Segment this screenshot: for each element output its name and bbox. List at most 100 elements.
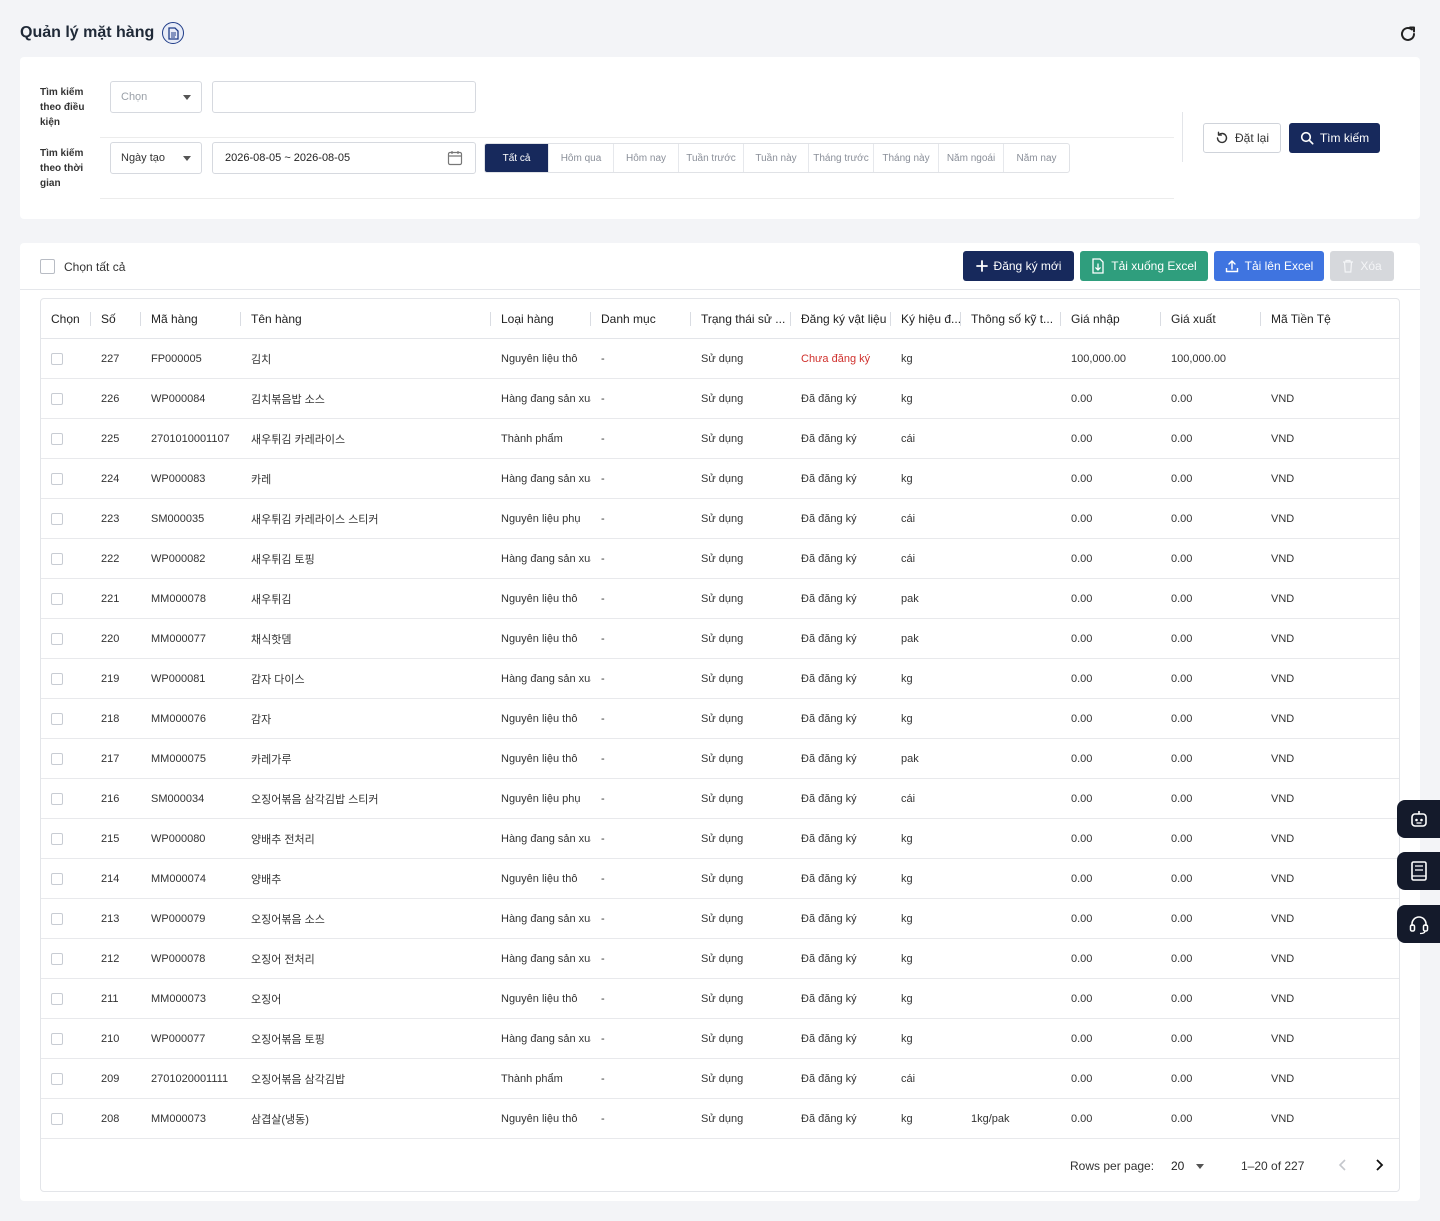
row-checkbox[interactable] xyxy=(51,673,63,685)
row-checkbox[interactable] xyxy=(51,953,63,965)
next-page-button[interactable] xyxy=(1369,1155,1389,1175)
col-currency-header[interactable]: Mã Tiền Tệ xyxy=(1261,299,1399,339)
column-separator[interactable] xyxy=(1160,312,1161,326)
col-usage-status-cell: Sử dụng xyxy=(701,513,744,525)
row-checkbox[interactable] xyxy=(51,713,63,725)
row-checkbox[interactable] xyxy=(51,433,63,445)
column-separator[interactable] xyxy=(590,312,591,326)
column-separator[interactable] xyxy=(1260,312,1261,326)
document-icon[interactable] xyxy=(162,22,185,44)
row-checkbox[interactable] xyxy=(51,513,63,525)
refresh-button[interactable] xyxy=(1398,24,1418,44)
row-checkbox[interactable] xyxy=(51,633,63,645)
column-separator[interactable] xyxy=(890,312,891,326)
table-row[interactable]: 221 MM000078 새우튀김 Nguyên liệu thô - Sử dụng Đã… xyxy=(41,579,1399,619)
table-row[interactable]: 209 2701020001111 오징어볶음 삼각김밥 Thành phẩm - Sử … xyxy=(41,1059,1399,1099)
period-last-week[interactable]: Tuần trước xyxy=(679,144,744,172)
col-currency-cell: VND xyxy=(1271,593,1295,605)
condition-select[interactable]: Chọn xyxy=(110,81,202,113)
col-spec-cell xyxy=(961,939,1061,979)
table-row[interactable]: 216 SM000034 오징어볶음 삼각김밥 스티커 Nguyên liệu phụ… xyxy=(41,779,1399,819)
col-no-header[interactable]: Số xyxy=(91,299,141,339)
col-item-code-header[interactable]: Mã hàng xyxy=(141,299,241,339)
column-separator[interactable] xyxy=(1060,312,1061,326)
table-row[interactable]: 217 MM000075 카레가루 Nguyên liệu thô - Sử dụng Đã… xyxy=(41,739,1399,779)
column-separator[interactable] xyxy=(690,312,691,326)
row-checkbox[interactable] xyxy=(51,473,63,485)
select-all[interactable]: Chọn tất cả xyxy=(40,259,125,274)
col-item-type-cell: Nguyên liệu phụ xyxy=(501,513,581,525)
table-row[interactable]: 215 WP000080 양배추 전처리 Hàng đang sản xuất - Sử … xyxy=(41,819,1399,859)
rows-per-page-select[interactable]: 20 xyxy=(1171,1159,1205,1173)
table-row[interactable]: 220 MM000077 채식핫뎀 Nguyên liệu thô - Sử dụng Đã… xyxy=(41,619,1399,659)
select-all-checkbox[interactable] xyxy=(40,259,55,274)
chatbot-button[interactable] xyxy=(1397,800,1440,838)
col-material-registration-header[interactable]: Đăng ký vật liệu xyxy=(791,299,891,339)
table-row[interactable]: 224 WP000083 카레 Hàng đang sản xuất - Sử dụng Đ… xyxy=(41,459,1399,499)
row-checkbox[interactable] xyxy=(51,1073,63,1085)
table-row[interactable]: 208 MM000073 삼겹살(냉동) Nguyên liệu thô - Sử dụn… xyxy=(41,1099,1399,1139)
col-sale-price-header[interactable]: Giá xuất xyxy=(1161,299,1261,339)
reset-button[interactable]: Đặt lại xyxy=(1203,123,1281,153)
table-row[interactable]: 214 MM000074 양배추 Nguyên liệu thô - Sử dụng Đã … xyxy=(41,859,1399,899)
table-row[interactable]: 226 WP000084 김치볶음밥 소스 Hàng đang sản xuất - Sử… xyxy=(41,379,1399,419)
row-checkbox[interactable] xyxy=(51,873,63,885)
upload-excel-button[interactable]: Tải lên Excel xyxy=(1214,251,1324,281)
col-item-name-header[interactable]: Tên hàng xyxy=(241,299,491,339)
divider xyxy=(100,137,1174,138)
column-separator[interactable] xyxy=(240,312,241,326)
table-row[interactable]: 225 2701010001107 새우튀김 카레라이스 Thành phẩm - Sử … xyxy=(41,419,1399,459)
table-row[interactable]: 212 WP000078 오징어 전처리 Hàng đang sản xuất - Sử … xyxy=(41,939,1399,979)
col-unit-cell: kg xyxy=(901,673,913,685)
period-this-week[interactable]: Tuần này xyxy=(744,144,809,172)
col-item-type-header[interactable]: Loại hàng xyxy=(491,299,591,339)
period-this-month[interactable]: Tháng này xyxy=(874,144,939,172)
download-excel-button[interactable]: Tải xuống Excel xyxy=(1080,251,1208,281)
row-checkbox[interactable] xyxy=(51,393,63,405)
condition-search-input[interactable] xyxy=(212,81,476,113)
delete-button[interactable]: Xóa xyxy=(1330,251,1394,281)
table-row[interactable]: 223 SM000035 새우튀김 카레라이스 스티커 Nguyên liệu phụ… xyxy=(41,499,1399,539)
row-checkbox[interactable] xyxy=(51,913,63,925)
column-separator[interactable] xyxy=(790,312,791,326)
column-separator[interactable] xyxy=(960,312,961,326)
column-separator[interactable] xyxy=(490,312,491,326)
date-range-input[interactable]: 2026-08-05 ~ 2026-08-05 xyxy=(212,142,476,174)
guide-button[interactable] xyxy=(1397,852,1440,890)
col-unit-header[interactable]: Ký hiệu đ... xyxy=(891,299,961,339)
table-row[interactable]: 210 WP000077 오징어볶음 토핑 Hàng đang sản xuất - Sử… xyxy=(41,1019,1399,1059)
period-today[interactable]: Hôm nay xyxy=(614,144,679,172)
register-new-button[interactable]: Đăng ký mới xyxy=(963,251,1074,281)
table-row[interactable]: 219 WP000081 감자 다이스 Hàng đang sản xuất - Sử d… xyxy=(41,659,1399,699)
row-checkbox[interactable] xyxy=(51,833,63,845)
table-row[interactable]: 211 MM000073 오징어 Nguyên liệu thô - Sử dụng Đã … xyxy=(41,979,1399,1019)
time-type-select[interactable]: Ngày tạo xyxy=(110,142,202,174)
col-usage-status-header[interactable]: Trạng thái sử ... xyxy=(691,299,791,339)
period-yesterday[interactable]: Hôm qua xyxy=(549,144,614,172)
search-button[interactable]: Tìm kiếm xyxy=(1289,123,1380,153)
col-category-header[interactable]: Danh mục xyxy=(591,299,691,339)
previous-page-button[interactable] xyxy=(1333,1155,1353,1175)
col-spec-header[interactable]: Thông số kỹ t... xyxy=(961,299,1061,339)
row-checkbox[interactable] xyxy=(51,353,63,365)
row-checkbox[interactable] xyxy=(51,993,63,1005)
row-checkbox[interactable] xyxy=(51,793,63,805)
column-separator[interactable] xyxy=(140,312,141,326)
period-this-year[interactable]: Năm nay xyxy=(1016,152,1057,164)
period-last-year[interactable]: Năm ngoái xyxy=(939,144,1004,172)
table-row[interactable]: 218 MM000076 감자 Nguyên liệu thô - Sử dụng Đã đ… xyxy=(41,699,1399,739)
table-row[interactable]: 222 WP000082 새우튀김 토핑 Hàng đang sản xuất - Sử … xyxy=(41,539,1399,579)
row-checkbox[interactable] xyxy=(51,1113,63,1125)
row-checkbox[interactable] xyxy=(51,593,63,605)
period-all[interactable]: Tất cả xyxy=(485,144,549,172)
row-checkbox[interactable] xyxy=(51,753,63,765)
col-purchase-price-header[interactable]: Giá nhập xyxy=(1061,299,1161,339)
column-separator[interactable] xyxy=(90,312,91,326)
table-row[interactable]: 213 WP000079 오징어볶음 소스 Hàng đang sản xuất - Sử… xyxy=(41,899,1399,939)
row-checkbox[interactable] xyxy=(51,1033,63,1045)
table-row[interactable]: 227 FP000005 김치 Nguyên liệu thô - Sử dụng Chưa… xyxy=(41,339,1399,379)
period-last-month[interactable]: Tháng trước xyxy=(809,144,874,172)
row-checkbox[interactable] xyxy=(51,553,63,565)
support-button[interactable] xyxy=(1397,905,1440,943)
col-select-header[interactable]: Chọn xyxy=(41,299,91,339)
